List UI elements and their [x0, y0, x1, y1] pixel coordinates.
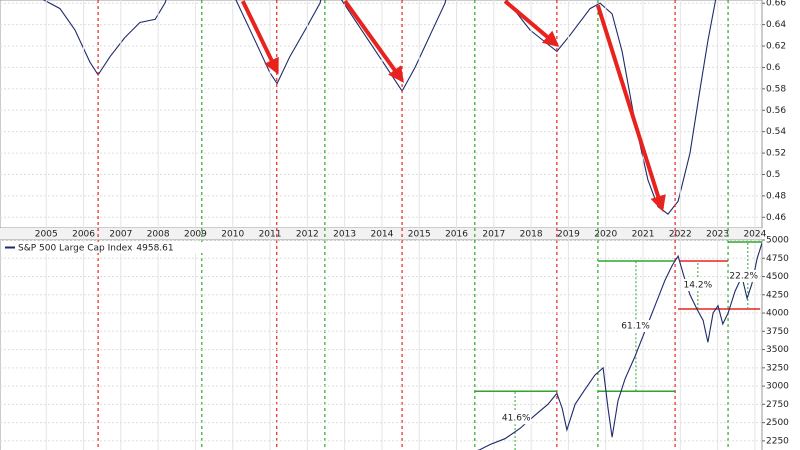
y-tick-label: 4750 [766, 254, 789, 264]
y-tick-label: 0.48 [766, 191, 786, 201]
panel-top [0, 0, 763, 229]
x-tick-label: 2019 [557, 230, 580, 240]
legend-bg [2, 242, 227, 253]
annotation-bg [620, 320, 651, 333]
arrow [503, 0, 560, 48]
y-tick-label: 3250 [766, 363, 789, 373]
y-tick-label: 3750 [766, 327, 789, 337]
annotation: 61.1% [621, 322, 650, 332]
annotation-bg [728, 270, 759, 283]
y-tick-label: 2500 [766, 418, 789, 428]
x-tick-label: 2010 [221, 230, 244, 240]
x-tick-label: 2014 [370, 230, 393, 240]
arrow [595, 4, 666, 212]
x-tick-label: 2023 [706, 230, 729, 240]
y-tick-label: 4250 [766, 290, 789, 300]
x-tick-label: 2011 [259, 230, 282, 240]
y-tick-label: 2750 [766, 400, 789, 410]
x-tick-label: 2005 [35, 230, 58, 240]
y-tick-label: 0.54 [766, 127, 786, 137]
legend-label: S&P 500 Large Cap Index [18, 244, 133, 254]
y-tick-label: 4000 [766, 309, 789, 319]
y-tick-label: 0.52 [766, 149, 786, 159]
x-tick-label: 2018 [520, 230, 543, 240]
y-tick-label: 0.64 [766, 20, 786, 30]
annotation: 41.6% [502, 414, 531, 424]
x-axis-strip [0, 228, 762, 240]
y-tick-label: 0.56 [766, 106, 786, 116]
legend-value: 4958.61 [136, 244, 173, 254]
annotation-bg [501, 412, 532, 425]
x-tick-label: 2016 [445, 230, 468, 240]
annotation-bg [682, 278, 713, 291]
y-tick-label: 3500 [766, 345, 789, 355]
y-tick-label: 5000 [766, 236, 789, 246]
x-tick-label: 2013 [333, 230, 356, 240]
y-tick-label: 4500 [766, 272, 789, 282]
y-tick-label: 2250 [766, 436, 789, 446]
y-tick-label: 0.62 [766, 42, 786, 52]
arrow [343, 0, 404, 83]
y-tick-label: 3000 [766, 382, 789, 392]
x-tick-label: 2006 [72, 230, 95, 240]
x-tick-label: 2008 [147, 230, 170, 240]
annotation: 22.2% [729, 272, 758, 282]
panel-content [0, 0, 762, 218]
x-tick-label: 2024 [743, 230, 766, 240]
arrow [241, 0, 279, 75]
x-tick-label: 2015 [408, 230, 431, 240]
y-tick-label: 0.58 [766, 84, 786, 94]
annotation: 14.2% [684, 280, 713, 290]
y-tick-label: 0.6 [766, 63, 781, 73]
y-tick-label: 0.66 [766, 0, 786, 9]
panel-bottom [0, 239, 763, 450]
x-tick-label: 2022 [669, 230, 692, 240]
x-tick-label: 2017 [482, 230, 505, 240]
y-tick-label: 0.46 [766, 213, 786, 223]
x-tick-label: 2020 [594, 230, 617, 240]
x-tick-label: 2012 [296, 230, 319, 240]
x-tick-label: 2007 [109, 230, 132, 240]
x-tick-label: 2009 [184, 230, 207, 240]
x-tick-label: 2021 [632, 230, 655, 240]
y-tick-label: 0.5 [766, 170, 780, 180]
